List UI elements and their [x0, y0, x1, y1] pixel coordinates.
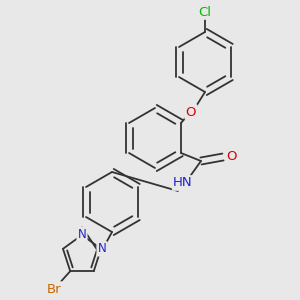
Text: Br: Br: [47, 283, 61, 296]
Text: O: O: [186, 106, 196, 118]
Text: Cl: Cl: [199, 5, 212, 19]
Text: N: N: [98, 242, 106, 255]
Text: O: O: [227, 151, 237, 164]
Text: N: N: [78, 227, 86, 241]
Text: HN: HN: [173, 176, 193, 190]
